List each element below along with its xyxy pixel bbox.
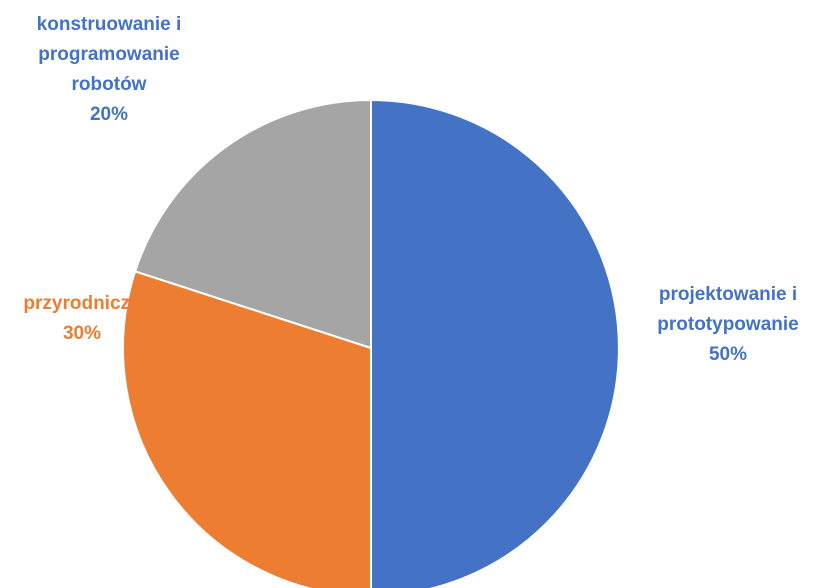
slice-category-label-2-2: robotów: [72, 74, 147, 95]
slice-value-label-1: 30%: [63, 323, 101, 344]
slice-category-label-2-0: konstruowanie i: [37, 14, 182, 35]
slice-category-label-0-1: prototypowanie: [657, 314, 798, 335]
slice-label-0: projektowanie i prototypowanie 50%: [657, 284, 798, 365]
slice-value-label-0: 50%: [709, 344, 747, 365]
slice-category-label-2-1: programowanie: [38, 44, 179, 65]
slice-label-2: konstruowanie i programowanie robotów 20%: [37, 14, 182, 125]
pie-slice-2: [133, 98, 372, 350]
pie-labels: projektowanie i prototypowanie 50% przyrodn…: [23, 14, 798, 365]
pie-slice-1: [122, 270, 372, 588]
pie-slice-0: [370, 98, 620, 588]
slice-category-label-1-0: przyrodnicza: [23, 293, 141, 314]
slice-value-label-2: 20%: [90, 104, 128, 125]
pie-slices: [122, 98, 620, 588]
slice-label-1: przyrodnicza 30%: [23, 293, 141, 344]
slice-category-label-0-0: projektowanie i: [659, 284, 797, 305]
